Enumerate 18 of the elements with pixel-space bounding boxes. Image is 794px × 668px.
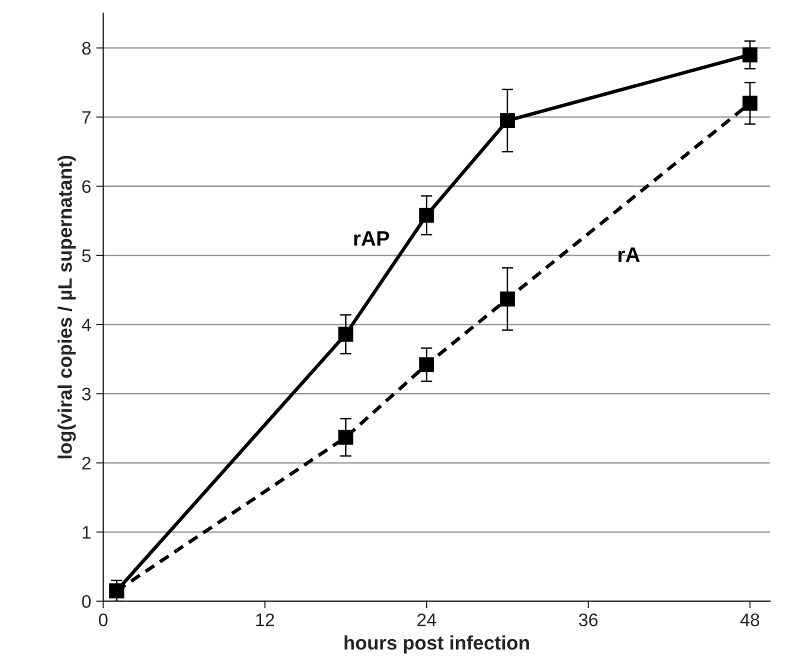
y-axis-title: log(viral copies / µL supernatant)	[58, 156, 76, 458]
x-tick-label: 24	[417, 613, 436, 626]
y-tick-label: 2	[82, 456, 91, 470]
series-label: rAP	[354, 231, 390, 246]
x-tick-label: 36	[578, 613, 598, 626]
x-tick-label: 48	[740, 613, 760, 626]
x-axis-title: hours post infection	[344, 635, 529, 654]
y-tick-label: 4	[82, 318, 91, 332]
y-tick-label: 6	[82, 180, 91, 193]
y-tick-label: 3	[82, 388, 91, 400]
y-tick-label: 7	[82, 111, 91, 124]
series-label: rA	[618, 248, 640, 262]
y-tick-label: 5	[82, 250, 91, 262]
y-tick-label: 0	[82, 595, 91, 608]
y-tick-label: 8	[82, 42, 91, 55]
x-tick-label: 0	[98, 613, 108, 626]
x-tick-label: 12	[256, 613, 274, 626]
y-tick-label: 1	[82, 526, 91, 539]
